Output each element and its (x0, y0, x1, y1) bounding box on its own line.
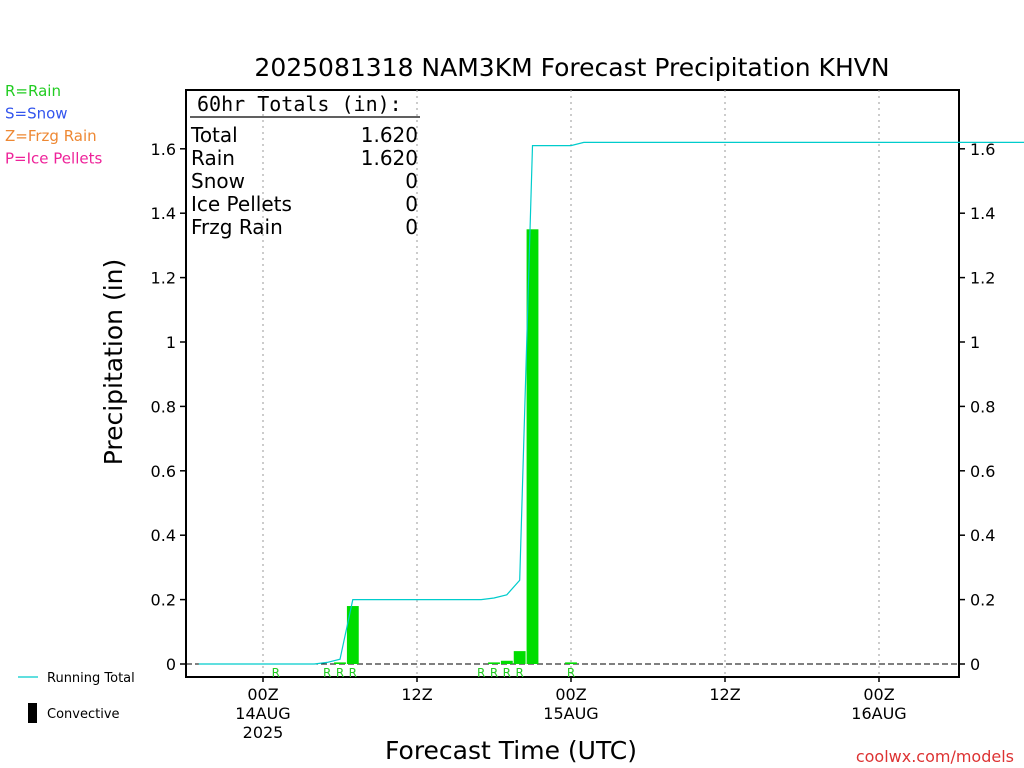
precip-bars (334, 229, 577, 665)
precip-type-mark-2: R (336, 666, 344, 680)
totals-value-3: 0 (405, 192, 418, 216)
precip-type-mark-4: R (477, 666, 485, 680)
y-tick-label-left-1: 0.2 (151, 591, 176, 610)
y-tick-label-left-5: 1 (166, 333, 176, 352)
precip-bar-2 (488, 662, 500, 664)
precip-bar-1 (346, 606, 359, 664)
plot-frame (185, 89, 960, 678)
precip-bar-4 (513, 651, 526, 664)
y-tick-label-left-2: 0.4 (151, 526, 176, 545)
totals-label-0: Total (190, 123, 238, 147)
y-tick-label-left-4: 0.8 (151, 397, 176, 416)
x-tick-label-1-line1: 12Z (401, 685, 432, 704)
running-total-polyline (198, 141, 1024, 665)
type-legend-item-3: P=Ice Pellets (5, 150, 102, 168)
y-tick-label-right-7: 1.4 (970, 204, 995, 223)
totals-label-2: Snow (191, 169, 245, 193)
grid-lines (262, 90, 880, 677)
y-axis-label: Precipitation (in) (99, 259, 128, 466)
totals-value-2: 0 (405, 169, 418, 193)
y-tick-label-right-3: 0.6 (970, 462, 995, 481)
totals-header: 60hr Totals (in): (197, 92, 402, 116)
x-axis-label: Forecast Time (UTC) (385, 736, 637, 765)
convective-swatch (28, 703, 37, 723)
y-tick-label-right-6: 1.2 (970, 269, 995, 288)
totals-label-1: Rain (191, 146, 235, 170)
x-tick-label-4-line1: 00Z (863, 685, 894, 704)
precip-bar-0 (334, 662, 346, 664)
x-tick-label-0-line1: 00Z (247, 685, 278, 704)
precip-type-mark-3: R (349, 666, 357, 680)
precip-bar-3 (500, 660, 513, 664)
y-tick-label-left-8: 1.6 (151, 140, 176, 159)
x-tick-label-0-line3: 2025 (243, 723, 284, 742)
precip-type-mark-8: R (567, 666, 575, 680)
precip-type-mark-1: R (323, 666, 331, 680)
totals-value-4: 0 (405, 215, 418, 239)
x-tick-label-3-line1: 12Z (709, 685, 740, 704)
running-total-legend-label: Running Total (47, 671, 135, 686)
totals-value-0: 1.620 (361, 123, 418, 147)
y-tick-label-right-2: 0.4 (970, 526, 995, 545)
type-legend-item-2: Z=Frzg Rain (5, 127, 97, 145)
precip-type-legend: R=Rain S=Snow Z=Frzg Rain P=Ice Pellets (5, 82, 102, 168)
x-tick-label-0-line2: 14AUG (235, 704, 290, 723)
watermark: coolwx.com/models (856, 747, 1014, 766)
y-tick-label-right-0: 0 (970, 655, 980, 674)
series-legend: Running Total Convective (18, 671, 135, 723)
y-tick-label-left-6: 1.2 (151, 269, 176, 288)
type-legend-item-1: S=Snow (5, 105, 68, 123)
y-axis-right: 0 0.2 0.4 0.6 0.8 1 1.2 1.4 1.6 (959, 140, 995, 674)
totals-value-1: 1.620 (361, 146, 418, 170)
y-tick-label-left-3: 0.6 (151, 462, 176, 481)
type-legend-item-0: R=Rain (5, 82, 61, 100)
x-tick-label-4-line2: 16AUG (851, 704, 906, 723)
chart-title: 2025081318 NAM3KM Forecast Precipitation… (254, 53, 889, 82)
x-tick-label-2-line1: 00Z (555, 685, 586, 704)
convective-legend-label: Convective (47, 707, 120, 722)
precip-type-mark-0: R (272, 666, 280, 680)
totals-box: 60hr Totals (in): Total 1.620 Rain 1.620 Snow… (190, 92, 420, 239)
precip-type-mark-7: R (515, 666, 523, 680)
precip-type-mark-6: R (503, 666, 511, 680)
y-tick-label-left-7: 1.4 (151, 204, 176, 223)
precip-bar-5 (526, 229, 539, 665)
y-tick-label-right-4: 0.8 (970, 397, 995, 416)
totals-label-3: Ice Pellets (191, 192, 292, 216)
precip-type-mark-5: R (490, 666, 498, 680)
y-tick-label-right-5: 1 (970, 333, 980, 352)
y-tick-label-left-0: 0 (166, 655, 176, 674)
precip-bar-6 (565, 662, 577, 664)
y-tick-label-right-1: 0.2 (970, 591, 995, 610)
y-axis-left: 0 0.2 0.4 0.6 0.8 1 1.2 1.4 1.6 (151, 140, 186, 674)
y-tick-label-right-8: 1.6 (970, 140, 995, 159)
running-total-line (198, 141, 1024, 665)
totals-label-4: Frzg Rain (191, 215, 283, 239)
x-tick-label-2-line2: 15AUG (543, 704, 598, 723)
